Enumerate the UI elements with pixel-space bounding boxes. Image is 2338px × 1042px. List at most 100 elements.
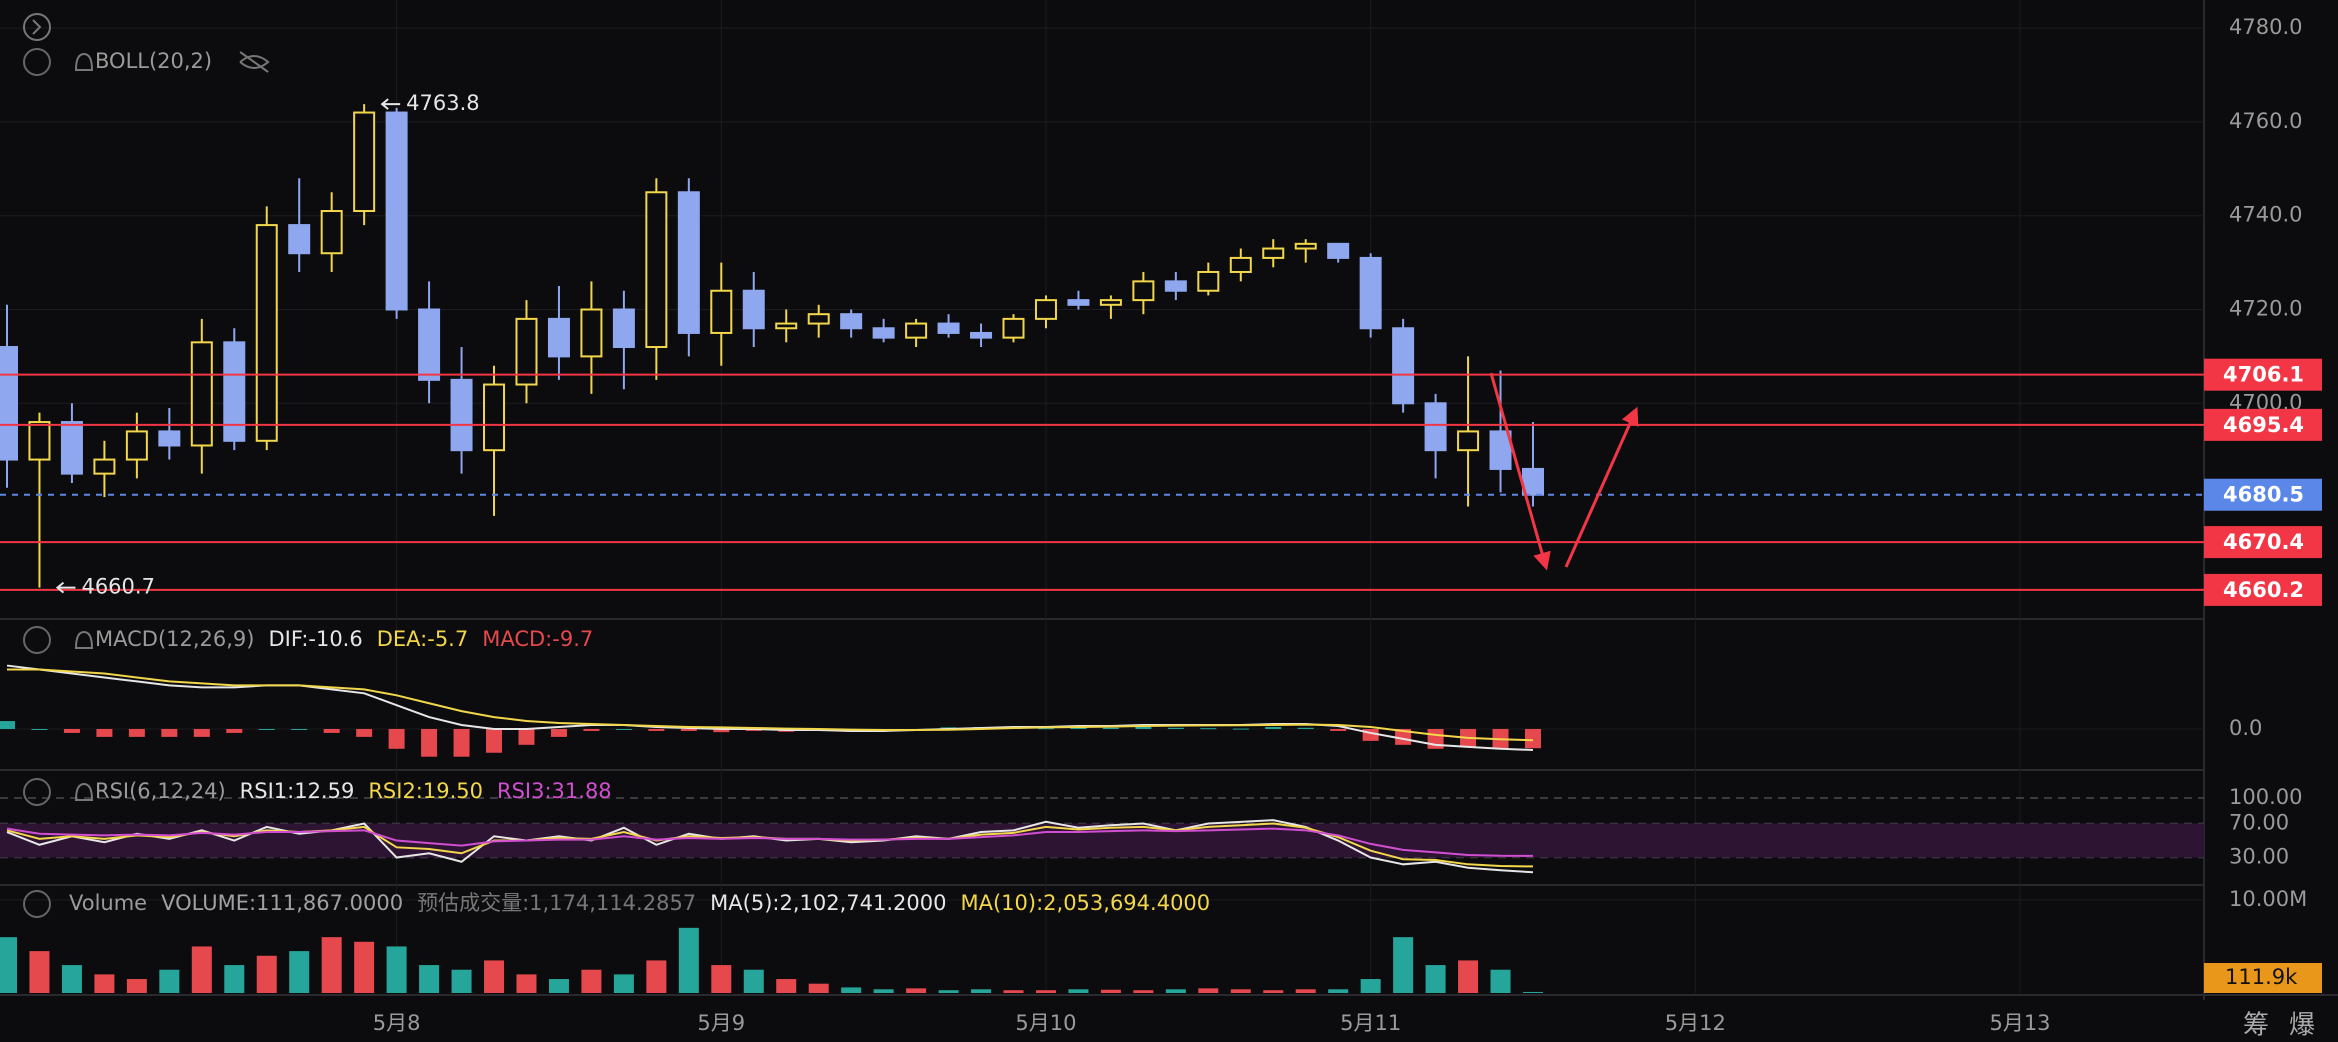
volume-bar: [1393, 937, 1414, 993]
volume-bar: [451, 969, 472, 993]
volume-bar: [1003, 990, 1024, 993]
x-tick-label: 5月12: [1665, 1011, 1726, 1035]
macd-bar: [1265, 726, 1282, 729]
indicator-name: RSI(6,12,24): [95, 779, 226, 803]
macd-bar: [453, 728, 470, 757]
indicator-line: [7, 668, 1534, 742]
candle-body: [970, 331, 993, 339]
candle-body: [547, 317, 570, 358]
candle-body: [1034, 299, 1057, 320]
macd-bar: [1037, 728, 1054, 730]
drawn-arrow-down: [1489, 372, 1551, 571]
candle-body: [125, 430, 148, 461]
macd-bar: [1200, 728, 1217, 730]
last-value-box: [2204, 963, 2322, 993]
volume-bar: [516, 974, 537, 993]
toolbar-button[interactable]: 爆: [2289, 1011, 2315, 1041]
candle-body: [1457, 430, 1480, 452]
macd-bar: [615, 728, 632, 730]
macd-bar: [1167, 727, 1184, 729]
candle-body: [580, 308, 603, 358]
macd-bar: [258, 728, 275, 730]
visibility-icon[interactable]: [239, 51, 270, 73]
volume-bar: [1133, 990, 1154, 993]
volume-bar: [743, 969, 764, 993]
volume-bar: [354, 941, 375, 993]
candle-body: [353, 111, 376, 213]
volume-bar: [1263, 990, 1284, 993]
macd-bar: [550, 728, 567, 737]
candle-body: [807, 313, 830, 325]
candle-body: [255, 224, 278, 442]
volume-bar: [1328, 989, 1349, 993]
collapse-icon[interactable]: [23, 890, 51, 918]
volume-bar: [94, 974, 115, 993]
annotation-arrow: [380, 98, 401, 110]
candle-body: [1197, 270, 1220, 292]
volume-bar: [678, 927, 699, 993]
x-tick-label: 5月10: [1015, 1011, 1076, 1035]
macd-bar: [323, 728, 340, 733]
macd-bar: [226, 728, 243, 733]
volume-bar: [191, 946, 212, 993]
bell-icon: [74, 630, 94, 649]
collapse-icon[interactable]: [23, 626, 51, 654]
volume-bar: [126, 979, 147, 993]
volume-bar: [386, 946, 407, 993]
indicator-line: [6, 827, 1534, 857]
candle-body: [1067, 299, 1090, 306]
indicator-name: Volume: [69, 891, 147, 915]
volume-bar: [256, 955, 277, 993]
legend-entry: 预估成交量:1,174,114.2857: [417, 891, 696, 915]
annotation-label: 4763.8: [406, 91, 479, 115]
collapse-icon[interactable]: [23, 48, 51, 76]
y-tick-label: 4740.0: [2229, 203, 2302, 227]
volume-bar: [841, 987, 862, 993]
toolbar-button[interactable]: 筹: [2243, 1011, 2269, 1041]
volume-bar: [1230, 989, 1251, 993]
x-tick-label: 5月8: [373, 1011, 421, 1035]
volume-bar: [1425, 965, 1446, 993]
price-label: 4706.1: [2223, 363, 2304, 387]
legend-entry: DIF:-10.6: [269, 627, 363, 651]
candle-body: [775, 322, 798, 330]
volume-bar: [1035, 990, 1056, 993]
volume-bar: [321, 937, 342, 993]
volume-bar: [1295, 989, 1316, 993]
legend-entry: VOLUME:111,867.0000: [161, 891, 403, 915]
macd-bar: [486, 728, 503, 753]
price-label-box: [2204, 526, 2322, 559]
candle-body: [1132, 280, 1155, 302]
expand-button[interactable]: [23, 13, 51, 41]
legend-entry: MA(10):2,053,694.4000: [960, 891, 1210, 915]
candle-body: [645, 191, 668, 349]
candle-body: [1424, 402, 1447, 452]
volume-bar: [938, 990, 959, 993]
candle-body: [905, 322, 928, 339]
candle-body: [840, 313, 863, 330]
volume-bar: [1198, 988, 1219, 993]
price-label-box: [2204, 408, 2322, 441]
macd-bar: [583, 728, 600, 731]
candle-body: [1489, 430, 1512, 470]
x-tick-label: 5月11: [1340, 1011, 1401, 1035]
volume-bar: [159, 969, 180, 993]
macd-bar: [356, 728, 373, 737]
volume-bar: [29, 951, 50, 993]
macd-bar: [1232, 728, 1249, 730]
macd-bar: [421, 728, 438, 757]
overlays: 5月8 5月9 5月10 5月11 5月12 5月13 4780.0 4760.0 4740.0…: [0, 15, 2322, 1035]
volume-bar: [1490, 969, 1511, 993]
volume-bar: [873, 989, 894, 993]
volume-bar: [776, 979, 797, 993]
candle-body: [937, 322, 960, 334]
legend-entry: RSI3:31.88: [497, 779, 612, 803]
candle-body: [483, 383, 506, 452]
collapse-icon[interactable]: [23, 778, 51, 806]
y-tick-label: 10.00M: [2229, 887, 2307, 911]
volume-bar: [1165, 989, 1186, 993]
indicator-name: BOLL(20,2): [95, 49, 212, 73]
candle-body: [418, 308, 441, 381]
last-value-label: 111.9k: [2225, 965, 2298, 989]
